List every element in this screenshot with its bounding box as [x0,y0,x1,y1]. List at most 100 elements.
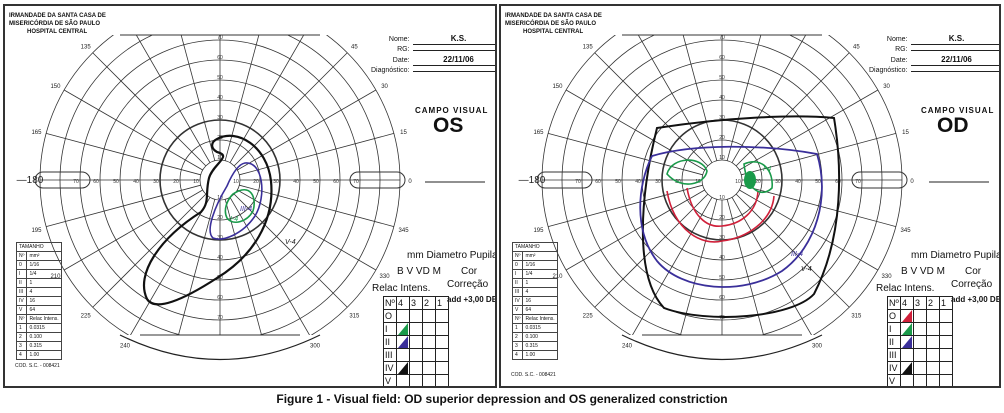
ring-label: 30 [217,115,223,121]
ring-label: 20 [173,179,179,185]
size-table-cell: III [511,287,524,297]
size-table-cell: 0 [15,260,28,270]
intensity-cell [422,361,436,375]
size-table-cell: IV [511,296,524,306]
angle-label: 0 [408,179,412,185]
ring-label: 40 [217,255,223,261]
ring-label: 60 [719,55,725,61]
ring-label: 40 [635,179,641,185]
ring-label: 60 [333,179,339,185]
intensity-cell [422,348,436,362]
size-table-cell: 1.00 [26,350,62,360]
intensity-header-cell: 1 [435,296,449,310]
grid-meridian [739,189,879,271]
grid-meridian [135,35,211,163]
campo-visual-title: CAMPO VISUAL [921,106,995,115]
angle-label: 45 [351,45,358,51]
angle-label: 330 [882,274,893,280]
eye-label: OD [937,114,969,137]
intensity-cell [435,374,449,386]
form-value [910,71,999,72]
grid-meridian [682,35,718,161]
size-table-cell: 64 [522,305,558,315]
relac-intens-label: Relac Intens. [876,283,935,294]
intensity-cell [435,322,449,336]
size-table-cell: 3 [511,341,524,351]
grid-meridian [565,89,705,171]
form-row: Date: 22/11/06 [371,55,495,66]
grid-meridian [548,133,703,176]
intensity-cell [939,348,953,362]
institution-line: IRMANDADE DA SANTA CASA DE [505,13,602,19]
isopter-label: V-4 [801,266,812,273]
grid-meridian [233,52,348,167]
institution-line: HOSPITAL CENTRAL [523,29,584,35]
form-row: RG: [869,45,999,55]
isopter-iii-4 [639,145,823,288]
intensity-mark [902,362,912,374]
intensity-cell [396,374,410,386]
grid-meridian [180,35,216,161]
ring-label: 70 [719,315,725,321]
intensity-table: Nº 4 3 2 1 O I II III IV V [887,296,953,386]
size-table-cell: 2 [511,332,524,342]
intensity-row-label: III [887,348,901,362]
form-label: RG: [895,46,908,53]
angle-label: 0 [910,179,914,185]
intensity-cell [409,322,423,336]
grid-meridian [632,197,713,335]
scale-capsule [536,171,593,189]
angle-label: 345 [399,228,410,234]
angle-label: 135 [583,45,594,51]
angle-label: 300 [310,344,321,350]
isopter-v-4 [641,115,841,318]
ring-label: 50 [313,179,319,185]
scale-capsule [34,171,91,189]
angle-label: 165 [31,130,42,136]
ring-label: 50 [719,275,725,281]
intensity-header-cell: 3 [913,296,927,310]
ring-label: 70 [217,315,223,321]
intensity-cell [913,309,927,323]
angle-label: 240 [622,344,633,350]
size-table-cell: Nº [511,251,524,261]
intensity-cell [900,322,914,336]
intensity-cell [926,348,940,362]
intensity-cell [435,348,449,362]
size-table-cell: I [15,269,28,279]
scale-capsule [851,171,908,189]
size-table-cell: IV [15,296,28,306]
campo-visual-title: CAMPO VISUAL [415,106,489,115]
intensity-cell [409,309,423,323]
intensity-cell [926,361,940,375]
size-table-cell: 1 [15,323,28,333]
size-table-cell: III [15,287,28,297]
ring-label: 10 [233,179,239,185]
intensity-row-label: IV [383,361,397,375]
intensity-cell [913,374,927,386]
pupil-diameter-label: mm Diametro Pupila [911,250,1001,261]
form-value: 22/11/06 [910,55,999,66]
intensity-cell [422,335,436,349]
ring-label: 40 [719,95,725,101]
size-table-cell: 0.315 [522,341,558,351]
intensity-cell [926,335,940,349]
intensity-cell [926,374,940,386]
angle-label: 15 [902,130,909,136]
grid-meridian [594,52,709,167]
grid-meridian [92,193,207,308]
form-value: 22/11/06 [412,55,495,66]
ring-label: 30 [719,235,725,241]
size-table: TAMANHO Nº mm² 0 1/16 I 1/4 II 1 III 4 IV 16 V 64 Nº Rel… [511,242,558,360]
pupil-diameter-label: mm Diametro Pupila [407,250,497,261]
size-table-cell: 0.100 [26,332,62,342]
ring-label: 40 [293,179,299,185]
grid-meridian [735,193,850,308]
angle-label: 15 [400,130,407,136]
size-table-cell: II [15,278,28,288]
institution-line: HOSPITAL CENTRAL [27,29,88,35]
form-label: Nome: [886,36,908,43]
institution-header: IRMANDADE DA SANTA CASA DE MISERICÓRDIA D… [505,12,602,36]
intensity-cell [900,374,914,386]
intensity-header-cell: Nº [383,296,397,310]
